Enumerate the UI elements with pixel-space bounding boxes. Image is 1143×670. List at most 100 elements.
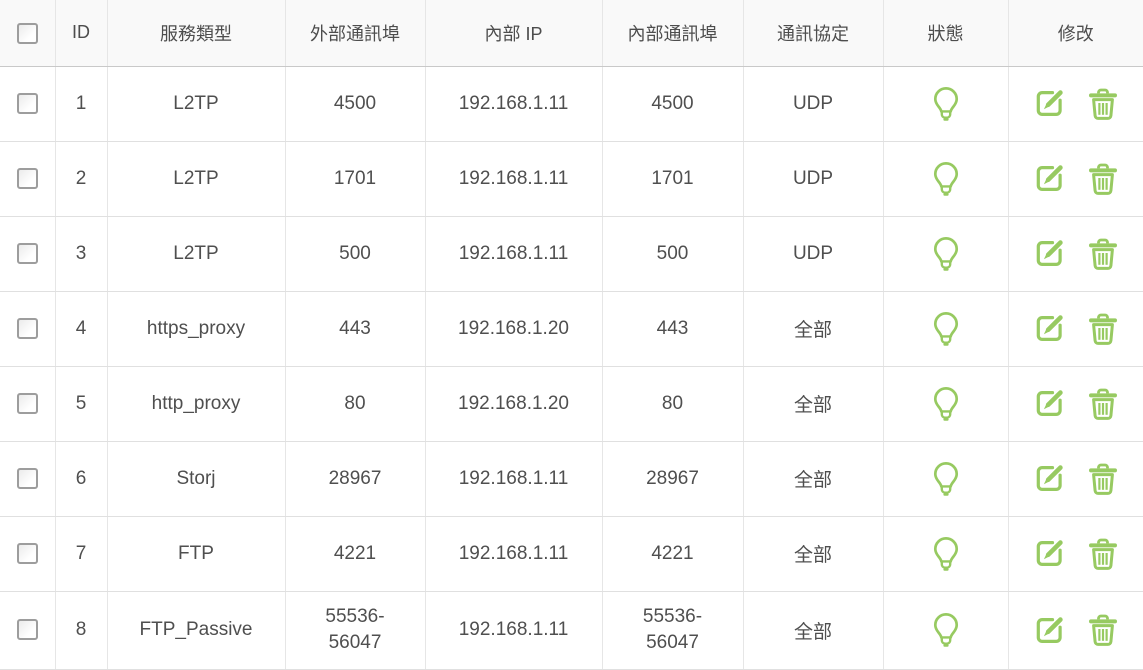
cell-modify bbox=[1008, 141, 1143, 217]
column-header-internal-port: 內部通訊埠 bbox=[602, 0, 744, 67]
cell-internal-port: 443 bbox=[602, 291, 744, 367]
cell-external-port: 4500 bbox=[285, 66, 426, 142]
edit-button[interactable] bbox=[1034, 238, 1065, 269]
cell-protocol: UDP bbox=[743, 141, 884, 217]
cell-select bbox=[0, 441, 56, 517]
lightbulb-icon bbox=[933, 161, 958, 196]
column-header-id: ID bbox=[55, 0, 108, 67]
cell-internal-ip: 192.168.1.11 bbox=[425, 441, 603, 517]
cell-internal-port: 500 bbox=[602, 216, 744, 292]
column-header-external-port: 外部通訊埠 bbox=[285, 0, 426, 67]
table-row: 5 http_proxy 80 192.168.1.20 80 全部 bbox=[0, 366, 1143, 442]
internal-ip-text: 192.168.1.20 bbox=[458, 317, 569, 339]
status-toggle-button[interactable] bbox=[932, 161, 960, 197]
cell-select bbox=[0, 66, 56, 142]
lightbulb-icon bbox=[933, 386, 958, 421]
cell-id: 2 bbox=[55, 141, 108, 217]
cell-id: 1 bbox=[55, 66, 108, 142]
row-select-checkbox[interactable] bbox=[16, 392, 38, 414]
cell-protocol: 全部 bbox=[743, 591, 884, 670]
cell-service-type: FTP_Passive bbox=[107, 591, 286, 670]
delete-button[interactable] bbox=[1088, 538, 1118, 570]
edit-button[interactable] bbox=[1034, 463, 1065, 494]
row-id-text: 6 bbox=[75, 467, 87, 489]
cell-modify bbox=[1008, 516, 1143, 592]
external-port-text: 4221 bbox=[333, 542, 377, 564]
trash-icon bbox=[1088, 388, 1117, 420]
service-type-text: FTP bbox=[178, 542, 214, 564]
row-select-checkbox[interactable] bbox=[16, 317, 38, 339]
row-select-checkbox[interactable] bbox=[16, 467, 38, 489]
row-select-checkbox[interactable] bbox=[16, 242, 38, 264]
cell-id: 7 bbox=[55, 516, 108, 592]
edit-icon bbox=[1036, 90, 1063, 116]
cell-modify bbox=[1008, 441, 1143, 517]
status-toggle-button[interactable] bbox=[932, 461, 960, 497]
status-toggle-button[interactable] bbox=[932, 86, 960, 122]
trash-icon bbox=[1088, 313, 1117, 345]
delete-button[interactable] bbox=[1088, 88, 1118, 120]
select-all-checkbox[interactable] bbox=[16, 22, 38, 44]
cell-internal-ip: 192.168.1.11 bbox=[425, 216, 603, 292]
delete-button[interactable] bbox=[1088, 313, 1118, 345]
lightbulb-icon bbox=[933, 311, 958, 346]
cell-internal-ip: 192.168.1.11 bbox=[425, 66, 603, 142]
table-row: 7 FTP 4221 192.168.1.11 4221 全部 bbox=[0, 516, 1143, 592]
lightbulb-icon bbox=[933, 536, 958, 571]
edit-button[interactable] bbox=[1034, 88, 1065, 119]
edit-button[interactable] bbox=[1034, 163, 1065, 194]
cell-internal-ip: 192.168.1.11 bbox=[425, 591, 603, 670]
column-header-internal-ip: 內部 IP bbox=[425, 0, 603, 67]
row-select-checkbox[interactable] bbox=[16, 542, 38, 564]
status-toggle-button[interactable] bbox=[932, 536, 960, 572]
cell-internal-ip: 192.168.1.20 bbox=[425, 366, 603, 442]
status-toggle-button[interactable] bbox=[932, 311, 960, 347]
cell-service-type: L2TP bbox=[107, 141, 286, 217]
row-select-checkbox[interactable] bbox=[16, 619, 38, 641]
cell-external-port: 500 bbox=[285, 216, 426, 292]
edit-button[interactable] bbox=[1034, 615, 1065, 646]
protocol-text: 全部 bbox=[793, 395, 832, 416]
status-toggle-button[interactable] bbox=[932, 386, 960, 422]
cell-select bbox=[0, 516, 56, 592]
external-port-text: 28967 bbox=[328, 467, 382, 489]
row-id-text: 7 bbox=[75, 542, 87, 564]
edit-button[interactable] bbox=[1034, 313, 1065, 344]
cell-status bbox=[883, 516, 1009, 592]
cell-internal-ip: 192.168.1.11 bbox=[425, 141, 603, 217]
protocol-text: 全部 bbox=[793, 545, 832, 566]
delete-button[interactable] bbox=[1088, 388, 1118, 420]
row-id-text: 4 bbox=[75, 317, 87, 339]
cell-status bbox=[883, 591, 1009, 670]
cell-id: 6 bbox=[55, 441, 108, 517]
cell-select bbox=[0, 141, 56, 217]
row-id-text: 1 bbox=[75, 92, 87, 114]
edit-button[interactable] bbox=[1034, 388, 1065, 419]
status-toggle-button[interactable] bbox=[932, 236, 960, 272]
cell-internal-ip: 192.168.1.20 bbox=[425, 291, 603, 367]
table-row: 6 Storj 28967 192.168.1.11 28967 全部 bbox=[0, 441, 1143, 517]
cell-select bbox=[0, 366, 56, 442]
cell-internal-ip: 192.168.1.11 bbox=[425, 516, 603, 592]
edit-icon bbox=[1036, 465, 1063, 491]
service-type-text: FTP_Passive bbox=[139, 619, 253, 640]
row-select-checkbox[interactable] bbox=[16, 167, 38, 189]
row-id-text: 3 bbox=[75, 242, 87, 264]
status-toggle-button[interactable] bbox=[932, 612, 960, 648]
row-select-checkbox[interactable] bbox=[16, 92, 38, 114]
delete-button[interactable] bbox=[1088, 614, 1118, 646]
external-port-text: 500 bbox=[339, 242, 371, 264]
edit-button[interactable] bbox=[1034, 538, 1065, 569]
internal-port-text: 80 bbox=[661, 392, 684, 414]
edit-icon bbox=[1036, 616, 1063, 643]
delete-button[interactable] bbox=[1088, 463, 1118, 495]
service-type-text: L2TP bbox=[173, 92, 219, 114]
cell-internal-port: 1701 bbox=[602, 141, 744, 217]
delete-button[interactable] bbox=[1088, 238, 1118, 270]
protocol-text: 全部 bbox=[793, 621, 832, 643]
trash-icon bbox=[1088, 614, 1117, 646]
delete-button[interactable] bbox=[1088, 163, 1118, 195]
internal-ip-text: 192.168.1.11 bbox=[458, 242, 569, 264]
internal-ip-text: 192.168.1.11 bbox=[458, 542, 569, 564]
